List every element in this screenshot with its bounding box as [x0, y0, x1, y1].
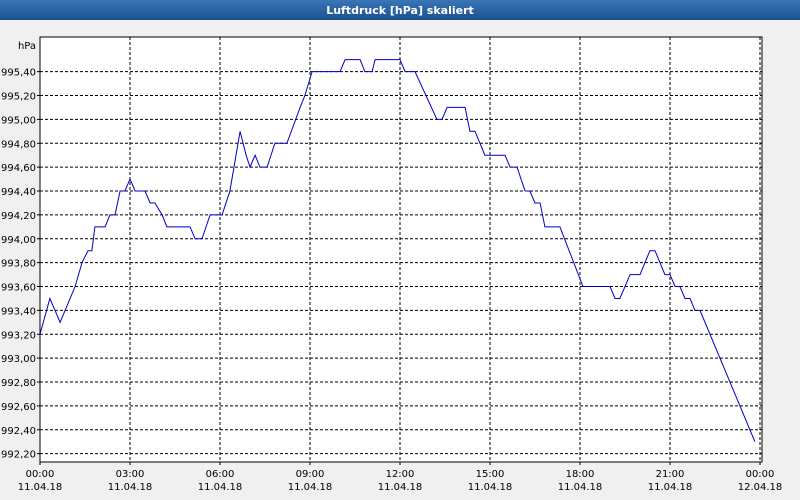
title-bar — [0, 0, 800, 20]
y-tick-label: 994,00 — [1, 235, 36, 246]
y-tick-label: 994,60 — [1, 163, 36, 174]
y-tick-label: 992,40 — [1, 426, 36, 437]
x-tick-label: 15:00 11.04.18 — [468, 469, 513, 493]
y-tick-label: 992,20 — [1, 450, 36, 461]
line-series — [39, 59, 756, 442]
x-tick-label: 21:00 11.04.18 — [648, 469, 693, 493]
y-tick-label: 992,60 — [1, 402, 36, 413]
x-tick-label: 12:00 11.04.18 — [378, 469, 423, 493]
x-tick-label: 06:00 11.04.18 — [198, 469, 243, 493]
y-tick-label: 993,20 — [1, 330, 36, 341]
y-tick-label: 994,40 — [1, 187, 36, 198]
y-tick-label: 993,40 — [1, 306, 36, 317]
y-tick-label: 993,80 — [1, 259, 36, 270]
y-tick-label: 995,00 — [1, 115, 36, 126]
y-tick-label: 993,60 — [1, 283, 36, 294]
chart-title: Luftdruck [hPa] skaliert — [326, 4, 474, 17]
x-tick-label: 18:00 11.04.18 — [558, 469, 603, 493]
y-tick-label: 994,80 — [1, 139, 36, 150]
x-tick-label: 00:00 12.04.18 — [738, 469, 783, 493]
plot-layer: 992,20 992,40 992,60 992,80 993,00 993,20 993,… — [1, 37, 782, 493]
y-axis-label: hPa — [18, 41, 36, 52]
plot-area — [39, 36, 763, 463]
x-tick-label: 00:00 11.04.18 — [18, 469, 63, 493]
y-tick-label: 993,00 — [1, 354, 36, 365]
y-tick-label: 995,40 — [1, 68, 36, 79]
y-tick-label: 994,20 — [1, 211, 36, 222]
x-tick-label: 03:00 11.04.18 — [108, 469, 153, 493]
x-tick-label: 09:00 11.04.18 — [288, 469, 333, 493]
y-tick-label: 995,20 — [1, 91, 36, 102]
y-tick-label: 992,80 — [1, 378, 36, 389]
